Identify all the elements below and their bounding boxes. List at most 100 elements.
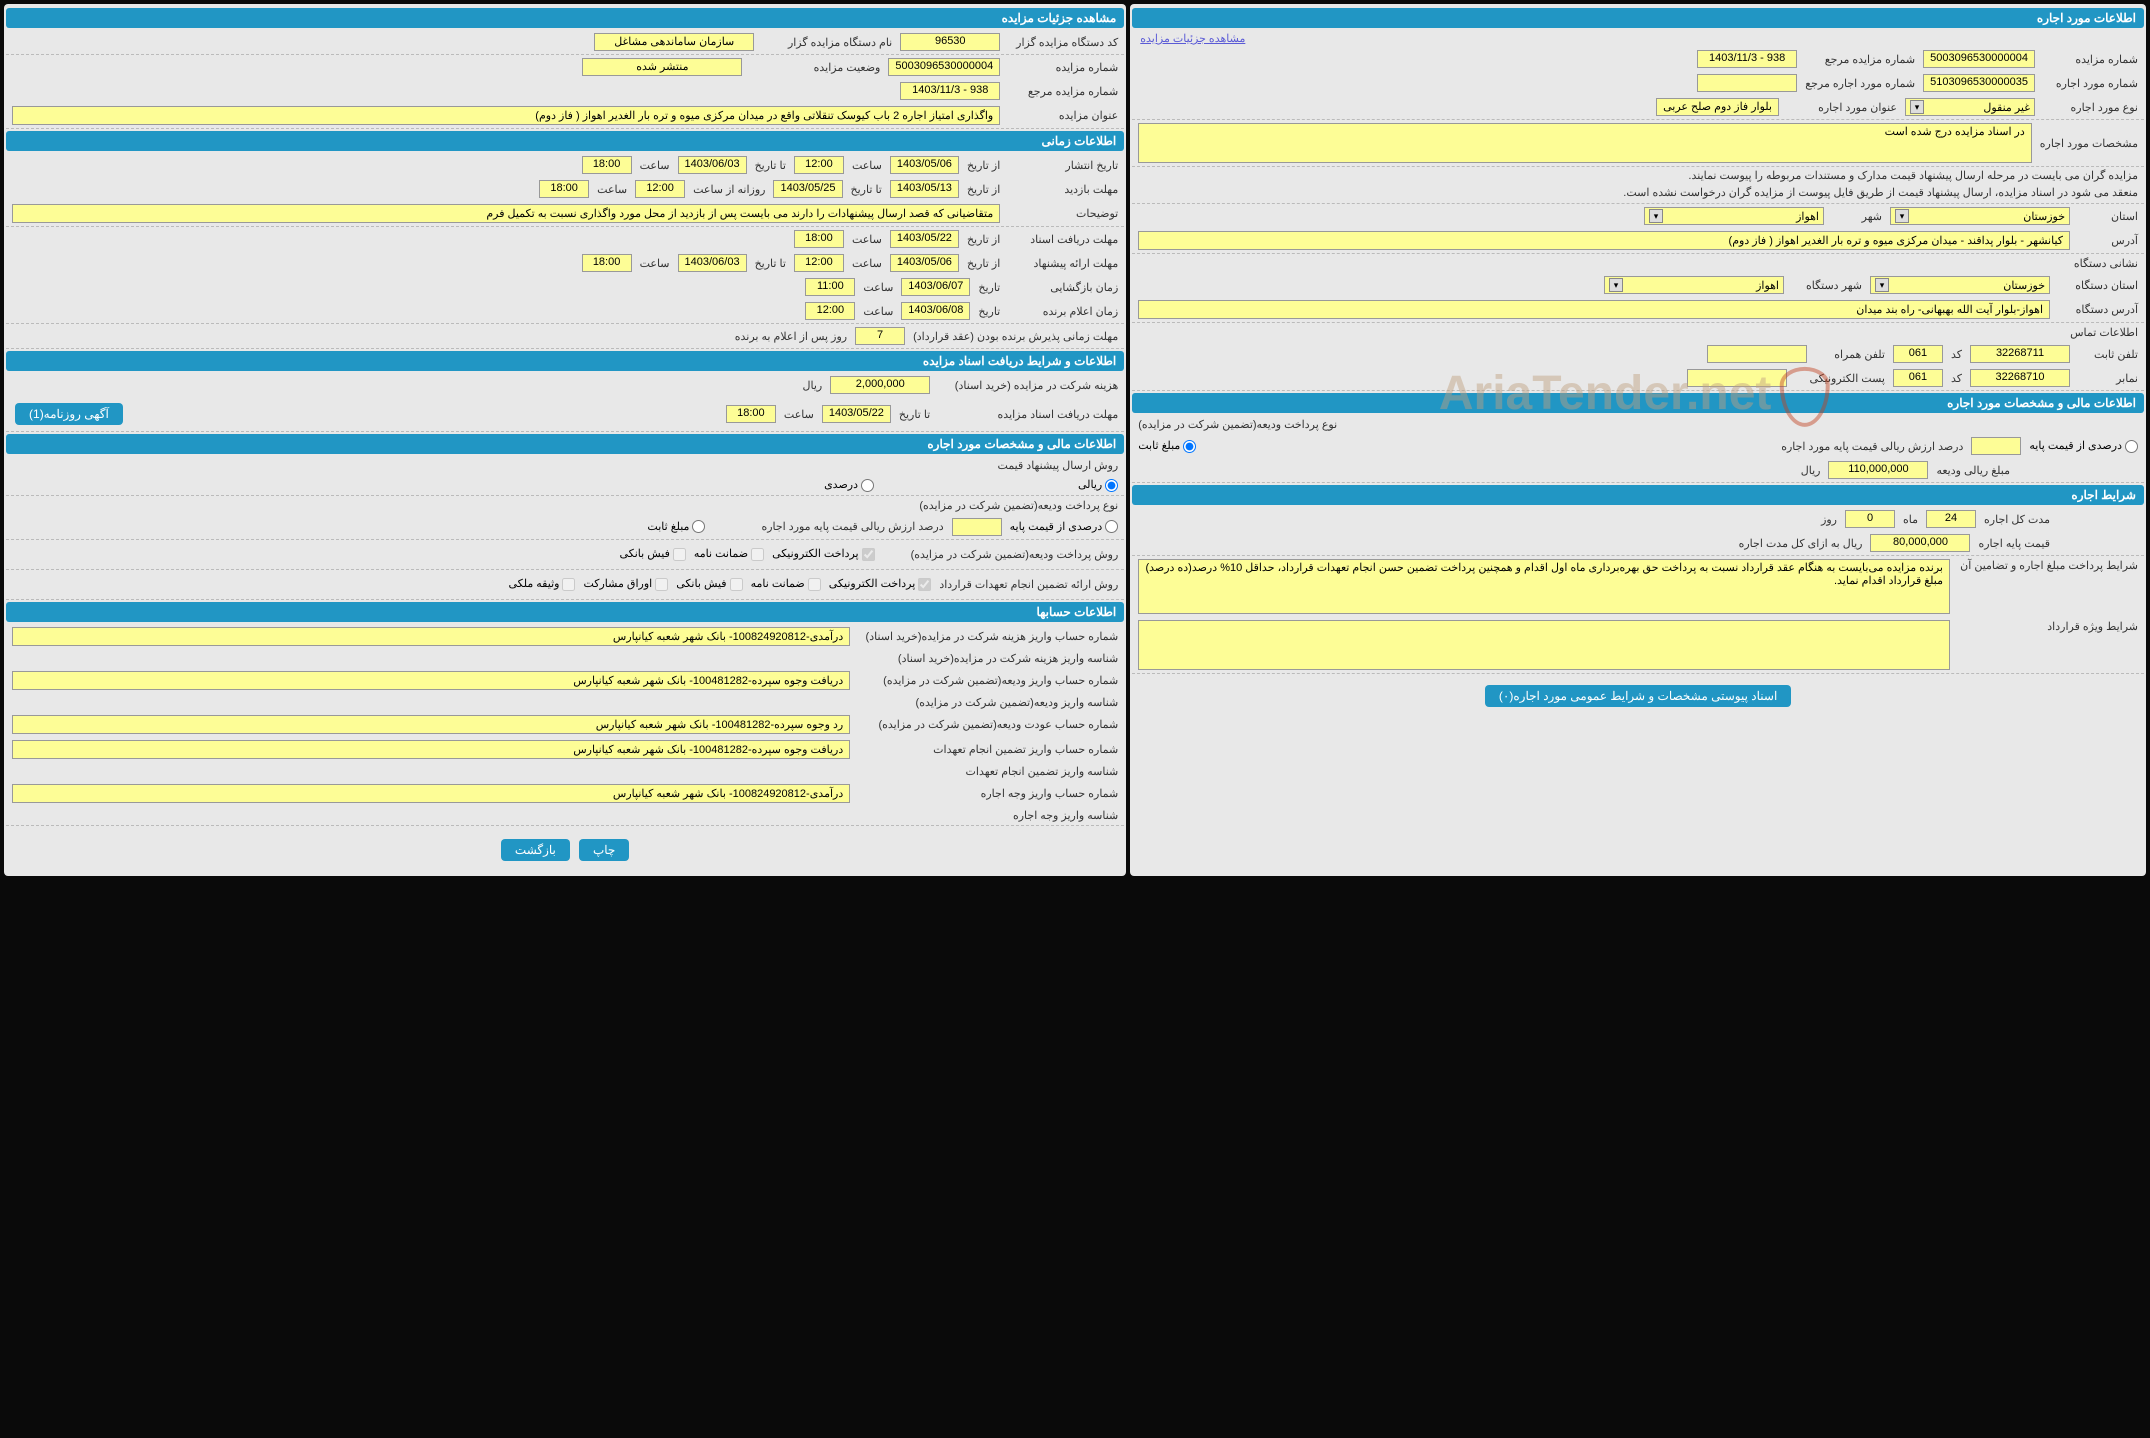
terms-label: شرایط پرداخت مبلغ اجاره و تضامین آن xyxy=(1958,559,2138,572)
days: 0 xyxy=(1845,510,1895,528)
org-city-label: شهر دستگاه xyxy=(1792,279,1862,292)
province-label: استان xyxy=(2078,210,2138,223)
special-label: شرایط ویژه قرارداد xyxy=(1958,620,2138,633)
acc2-label: شناسه واریز هزینه شرکت در مزایده(خرید اس… xyxy=(858,652,1118,665)
acc4-label: شناسه واریز ودیعه(تضمین شرکت در مزایده) xyxy=(858,696,1118,709)
org-province-label: استان دستگاه xyxy=(2058,279,2138,292)
special-field xyxy=(1138,620,1950,670)
acc9-label: شناسه واریز وجه اجاره xyxy=(858,809,1118,822)
spec-field: در اسناد مزایده درج شده است xyxy=(1138,123,2032,163)
acc1-field: درآمدی-100824920812- بانک شهر شعبه کیانپ… xyxy=(12,627,850,646)
l-pct-field xyxy=(1971,437,2021,455)
view-details-link[interactable]: مشاهده جزئیات مزایده xyxy=(1140,33,1245,45)
acc6-field: دریافت وجوه سپرده-100481282- بانک شهر شع… xyxy=(12,740,850,759)
check-property xyxy=(562,578,575,591)
offer-to: 1403/06/03 xyxy=(678,254,747,272)
deposit-amt-label: مبلغ ریالی ودیعه xyxy=(1936,464,2010,477)
chevron-down-icon: ▾ xyxy=(1649,209,1663,223)
guarantee-method-label: روش ارائه تضمین انجام تعهدات قرارداد xyxy=(939,578,1118,591)
radio-pct-base[interactable] xyxy=(1105,520,1118,533)
visit-from: 1403/05/13 xyxy=(890,180,959,198)
send-method-radio-group: ریالی درصدی xyxy=(824,478,1118,492)
radio-pct-base-l[interactable] xyxy=(2125,440,2138,453)
l-lease-title: بلوار فاز دوم صلح عربی xyxy=(1656,98,1779,116)
newspaper-button[interactable]: آگهی روزنامه(1) xyxy=(15,403,123,425)
address-field: کیانشهر - بلوار پداقند - میدان مرکزی میو… xyxy=(1138,231,2070,250)
phone-label: تلفن ثابت xyxy=(2078,348,2138,361)
doc-time: 18:00 xyxy=(794,230,844,248)
radio-percent[interactable] xyxy=(861,479,874,492)
lease-type-select[interactable]: غیر منقول▾ xyxy=(1905,98,2035,116)
pub-label: تاریخ انتشار xyxy=(1008,159,1118,172)
duration-label: مدت کل اجاره xyxy=(1984,513,2050,526)
months: 24 xyxy=(1926,510,1976,528)
open-date: 1403/06/07 xyxy=(901,278,970,296)
city-select[interactable]: اهواز▾ xyxy=(1644,207,1824,225)
org-code-field: 96530 xyxy=(900,33,1000,51)
l-deposit-type-label: نوع پرداخت ودیعه(تضمین شرکت در مزایده) xyxy=(1138,418,1337,431)
section-header-details: مشاهده جزئیات مزایده xyxy=(6,8,1124,28)
status-field: منتشر شده xyxy=(582,58,742,76)
doc-dl-time: 18:00 xyxy=(726,405,776,423)
radio-fixed[interactable] xyxy=(692,520,705,533)
org-address-field: اهواز-بلوار آیت الله بهبهانی- راه بند می… xyxy=(1138,300,2050,319)
chevron-down-icon: ▾ xyxy=(1609,278,1623,292)
ref-no-label: شماره مزایده مرجع xyxy=(1008,85,1118,98)
l-lease-no-label: شماره مورد اجاره xyxy=(2043,77,2138,90)
accept-label: مهلت زمانی پذیرش برنده بودن (عقد قرارداد… xyxy=(913,330,1118,343)
back-button[interactable]: بازگشت xyxy=(501,839,570,861)
deposit-amt: 110,000,000 xyxy=(1828,461,1928,479)
email-label: پست الکترونیکی xyxy=(1795,372,1885,385)
l-ref-label: شماره مزایده مرجع xyxy=(1805,53,1915,66)
l-lease-title-label: عنوان مورد اجاره xyxy=(1787,101,1897,114)
l-ref-no: 938 - 1403/11/3 xyxy=(1697,50,1797,68)
radio-rial[interactable] xyxy=(1105,479,1118,492)
spec-label: مشخصات مورد اجاره xyxy=(2040,137,2138,150)
acc8-field: درآمدی-100824920812- بانک شهر شعبه کیانپ… xyxy=(12,784,850,803)
print-button[interactable]: چاپ xyxy=(579,839,629,861)
l-lease-ref-label: شماره مورد اجاره مرجع xyxy=(1805,77,1915,90)
check-bank xyxy=(673,548,686,561)
check-guarantee2 xyxy=(808,578,821,591)
title-label: عنوان مزایده xyxy=(1008,109,1118,122)
base-price-label: قیمت پایه اجاره xyxy=(1978,537,2050,550)
lease-details-panel: AriaTender.net اطلاعات مورد اجاره مشاهده… xyxy=(1130,4,2146,876)
winner-label: زمان اعلام برنده xyxy=(1008,305,1118,318)
doc-from: 1403/05/22 xyxy=(890,230,959,248)
org-address-label: آدرس دستگاه xyxy=(2058,303,2138,316)
attachments-button[interactable]: اسناد پیوستی مشخصات و شرایط عمومی مورد ا… xyxy=(1485,685,1791,707)
section-header-lease-fin: اطلاعات مالی و مشخصات مورد اجاره xyxy=(1132,393,2144,413)
fax-code: 061 xyxy=(1893,369,1943,387)
note1: مزایده گران می بایست در مرحله ارسال پیشن… xyxy=(1132,167,2144,184)
ref-no-field: 938 - 1403/11/3 xyxy=(900,82,1000,100)
phone-field: 32268711 xyxy=(1970,345,2070,363)
section-header-lease: اطلاعات مورد اجاره xyxy=(1132,8,2144,28)
offer-t1: 12:00 xyxy=(794,254,844,272)
section-header-docs: اطلاعات و شرایط دریافت اسناد مزایده xyxy=(6,351,1124,371)
acc6-label: شماره حساب واریز تضمین انجام تعهدات xyxy=(858,743,1118,756)
acc1-label: شماره حساب واریز هزینه شرکت در مزایده(خر… xyxy=(858,630,1118,643)
status-label: وضعیت مزایده xyxy=(750,61,880,74)
chevron-down-icon: ▾ xyxy=(1895,209,1909,223)
open-time: 11:00 xyxy=(805,278,855,296)
fax-field: 32268710 xyxy=(1970,369,2070,387)
check-bank2 xyxy=(730,578,743,591)
check-elec2 xyxy=(918,578,931,591)
province-select[interactable]: خوزستان▾ xyxy=(1890,207,2070,225)
visit-daily-to: 18:00 xyxy=(539,180,589,198)
accept-days: 7 xyxy=(855,327,905,345)
acc5-label: شماره حساب عودت ودیعه(تضمین شرکت در مزای… xyxy=(858,718,1118,731)
email-field xyxy=(1687,369,1787,387)
l-lease-type-label: نوع مورد اجاره xyxy=(2043,101,2138,114)
org-city-select[interactable]: اهواز▾ xyxy=(1604,276,1784,294)
base-price: 80,000,000 xyxy=(1870,534,1970,552)
pct-base-field xyxy=(952,518,1002,536)
radio-fixed-l[interactable] xyxy=(1183,440,1196,453)
section-header-lease-terms: شرایط اجاره xyxy=(1132,485,2144,505)
bottom-buttons: چاپ بازگشت xyxy=(6,826,1124,874)
send-method-label: روش ارسال پیشنهاد قیمت xyxy=(998,459,1119,472)
contact-label: اطلاعات تماس xyxy=(2070,326,2138,339)
org-province-select[interactable]: خوزستان▾ xyxy=(1870,276,2050,294)
pub-to-time: 18:00 xyxy=(582,156,632,174)
offer-label: مهلت ارائه پیشنهاد xyxy=(1008,257,1118,270)
